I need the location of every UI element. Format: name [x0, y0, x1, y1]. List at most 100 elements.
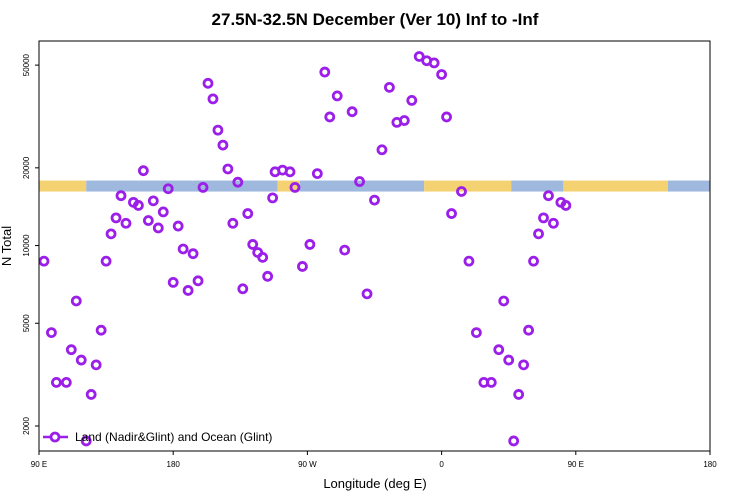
y-tick-label: 20000 [22, 156, 31, 179]
data-point [533, 228, 544, 240]
y-tick-label: 50000 [22, 53, 31, 76]
data-point [60, 377, 72, 388]
x-tick-label: 90 W [298, 460, 317, 469]
data-point [172, 220, 184, 232]
data-point [331, 90, 343, 102]
legend-label: Land (Nadir&Glint) and Ocean (Glint) [75, 430, 272, 444]
data-point [508, 435, 520, 447]
data-point [361, 288, 373, 300]
data-point [137, 165, 149, 177]
x-tick-label: 90 E [31, 460, 47, 469]
y-axis-label: N Total [0, 226, 14, 266]
data-point [105, 228, 117, 240]
data-point [232, 176, 244, 188]
data-point [207, 93, 219, 105]
data-point [267, 192, 279, 204]
data-point [90, 359, 102, 371]
x-tick-label: 180 [167, 460, 181, 469]
x-axis-label: Longitude (deg E) [323, 476, 426, 491]
data-point [428, 57, 440, 69]
data-point [162, 183, 174, 195]
data-point [304, 239, 316, 250]
data-point [548, 217, 559, 229]
data-point [157, 206, 169, 218]
data-point [406, 94, 418, 106]
data-point [324, 111, 336, 123]
x-tick-label: 0 [439, 460, 444, 469]
band-segment-6 [563, 180, 668, 192]
data-point [222, 163, 234, 175]
data-point [167, 276, 179, 288]
data-point [147, 195, 159, 207]
data-point [182, 285, 194, 296]
plot-frame [38, 40, 711, 452]
data-point [46, 327, 57, 339]
legend: Land (Nadir&Glint) and Ocean (Glint) [43, 430, 272, 444]
data-point [177, 243, 189, 255]
data-point [197, 181, 209, 193]
band-segment-7 [667, 180, 710, 192]
data-point [284, 166, 296, 178]
data-point [187, 248, 199, 260]
band-layer [39, 180, 710, 192]
data-point [339, 244, 351, 256]
data-point [217, 139, 229, 151]
data-point [237, 283, 249, 295]
points-layer [38, 51, 572, 447]
x-axis: 90 E 180 90 W 0 90 E 180 [31, 451, 717, 469]
x-tick-label: 180 [703, 460, 717, 469]
data-point [518, 359, 530, 371]
data-point [133, 200, 144, 211]
data-point [470, 327, 482, 339]
data-point [528, 255, 539, 267]
band-segment-1 [86, 180, 278, 192]
data-point [227, 217, 239, 229]
data-point [456, 186, 467, 197]
data-point [152, 222, 164, 234]
data-point [523, 324, 534, 336]
data-point [257, 251, 269, 263]
data-point [538, 212, 549, 224]
data-point [142, 215, 154, 226]
data-point [376, 144, 388, 156]
data-point [297, 261, 308, 272]
data-point [110, 212, 122, 224]
legend-marker [49, 431, 61, 443]
data-point [413, 51, 425, 62]
data-point [120, 217, 132, 229]
data-point [436, 69, 448, 80]
data-point [311, 168, 323, 179]
data-point [446, 208, 457, 219]
data-point [212, 124, 224, 136]
data-point [384, 81, 395, 93]
band-segment-2 [277, 180, 300, 192]
data-point [513, 389, 525, 400]
data-point [543, 190, 554, 202]
data-point [289, 181, 301, 193]
data-point [485, 377, 497, 388]
data-point [100, 255, 112, 267]
data-point [202, 77, 214, 89]
band-segment-0 [39, 180, 87, 192]
band-segment-4 [424, 180, 512, 192]
data-point [242, 208, 254, 219]
data-point [95, 324, 107, 336]
data-point [560, 200, 572, 211]
band-segment-5 [511, 180, 564, 192]
data-point [75, 354, 87, 366]
data-point [493, 344, 505, 356]
data-point [441, 111, 452, 123]
data-point [38, 255, 50, 267]
data-point [65, 344, 77, 356]
data-point [463, 255, 475, 267]
data-point [70, 295, 82, 307]
x-tick-label: 90 E [568, 460, 584, 469]
data-point [247, 239, 259, 250]
chart-title: 27.5N-32.5N December (Ver 10) Inf to -In… [212, 10, 539, 29]
data-point [498, 295, 510, 307]
y-tick-label: 5000 [22, 314, 31, 332]
data-point [319, 66, 331, 78]
y-tick-label: 2000 [22, 417, 31, 435]
data-point [50, 377, 62, 388]
